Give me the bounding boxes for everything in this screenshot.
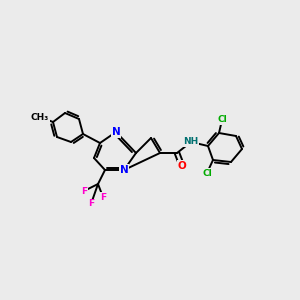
Text: O: O [178,161,186,171]
Text: NH: NH [183,137,199,146]
Text: N: N [120,165,128,175]
Text: F: F [81,187,87,196]
Text: CH₃: CH₃ [31,112,49,122]
Text: F: F [88,200,94,208]
Text: N: N [112,127,120,137]
Text: Cl: Cl [217,116,227,124]
Text: Cl: Cl [202,169,212,178]
Text: F: F [100,193,106,202]
